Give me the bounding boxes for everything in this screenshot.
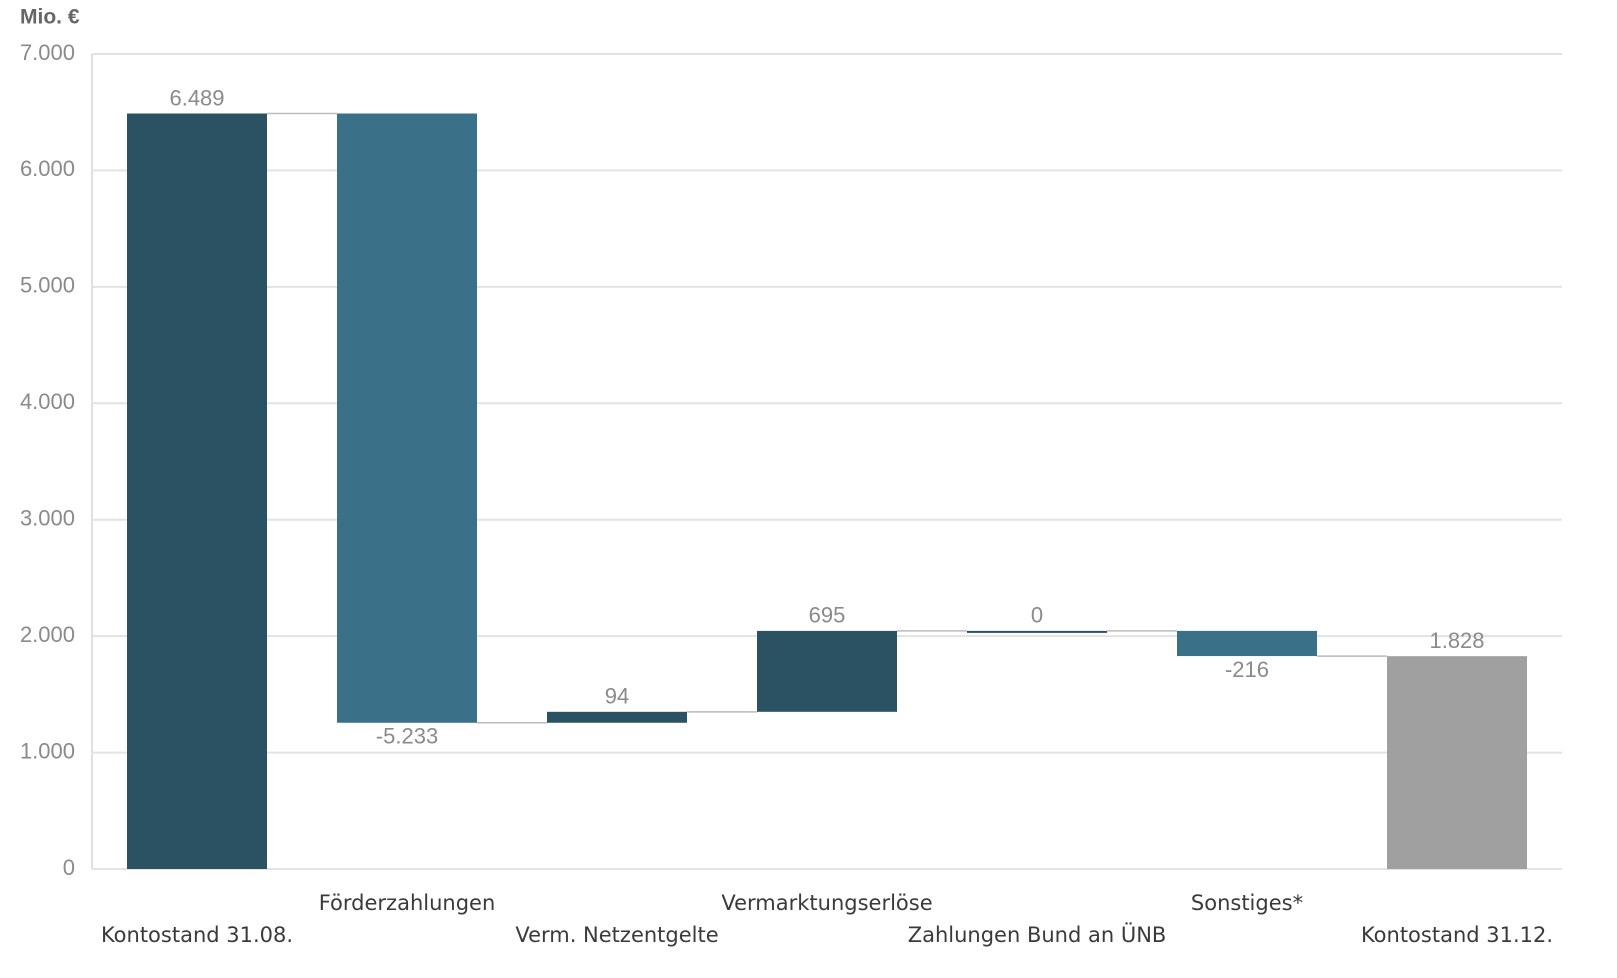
bar	[337, 113, 477, 723]
value-label: 94	[605, 684, 629, 709]
x-tick-label: Sonstiges*	[1191, 891, 1303, 915]
bar	[547, 711, 687, 723]
x-tick-label: Förderzahlungen	[319, 891, 496, 915]
bar	[967, 630, 1107, 633]
x-tick-label: Vermarktungserlöse	[721, 891, 932, 915]
value-label: 695	[809, 603, 846, 628]
value-label: 0	[1031, 603, 1043, 628]
bar	[127, 113, 267, 870]
y-tick-label: 5.000	[20, 273, 75, 298]
value-label: -5.233	[376, 724, 438, 749]
bar	[1387, 656, 1527, 869]
y-tick-label: 2.000	[20, 622, 75, 647]
x-tick-label: Kontostand 31.12.	[1361, 923, 1553, 947]
y-tick-label: 7.000	[20, 40, 75, 65]
x-tick-label: Verm. Netzentgelte	[515, 923, 718, 947]
y-tick-label: 6.000	[20, 156, 75, 181]
y-tick-label: 1.000	[20, 738, 75, 763]
value-label: -216	[1225, 657, 1269, 682]
value-label: 1.828	[1429, 628, 1484, 653]
x-tick-label: Kontostand 31.08.	[101, 923, 293, 947]
x-tick-label: Zahlungen Bund an ÜNB	[908, 922, 1167, 947]
axis-unit: Mio. €	[20, 6, 80, 29]
y-tick-label: 4.000	[20, 389, 75, 414]
value-label: 6.489	[169, 85, 224, 110]
bar	[757, 630, 897, 712]
y-tick-label: 0	[63, 855, 75, 880]
bar	[1177, 630, 1317, 657]
y-tick-label: 3.000	[20, 506, 75, 531]
